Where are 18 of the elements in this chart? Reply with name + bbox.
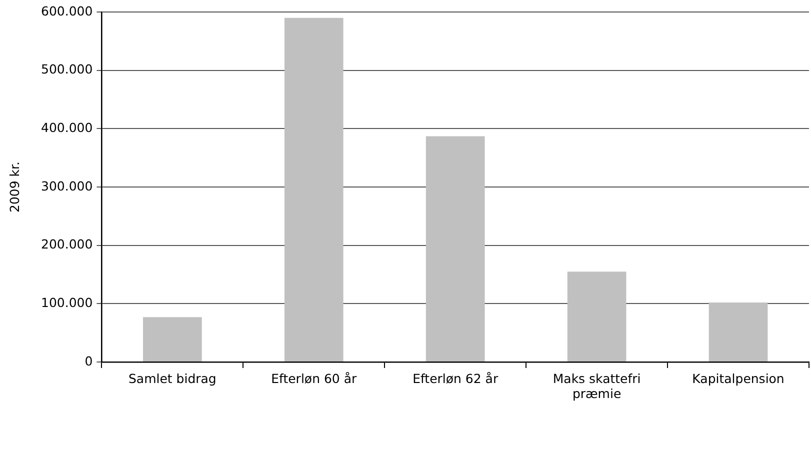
y-tick-label: 600.000	[40, 3, 93, 18]
x-tick-label: Kapitalpension	[692, 370, 784, 386]
x-tick-label: Maks skattefri præmie	[552, 370, 641, 401]
y-axis-title: 2009 kr.	[6, 162, 22, 212]
y-tick-label: 500.000	[40, 62, 93, 77]
y-tick-label: 0	[84, 353, 93, 368]
x-tick-label: Efterløn 60 år	[271, 370, 358, 386]
bar	[567, 272, 626, 362]
y-tick-label: 400.000	[40, 120, 93, 135]
y-tick-label: 300.000	[40, 178, 93, 194]
bar	[284, 18, 344, 362]
y-tick-label: 200.000	[40, 236, 93, 252]
y-tick-label: 100.000	[40, 294, 93, 310]
bar	[426, 136, 485, 362]
bar	[143, 317, 202, 362]
x-tick-label: Efterløn 62 år	[412, 370, 499, 386]
bar	[708, 302, 768, 362]
x-tick-label: Samlet bidrag	[128, 370, 216, 386]
